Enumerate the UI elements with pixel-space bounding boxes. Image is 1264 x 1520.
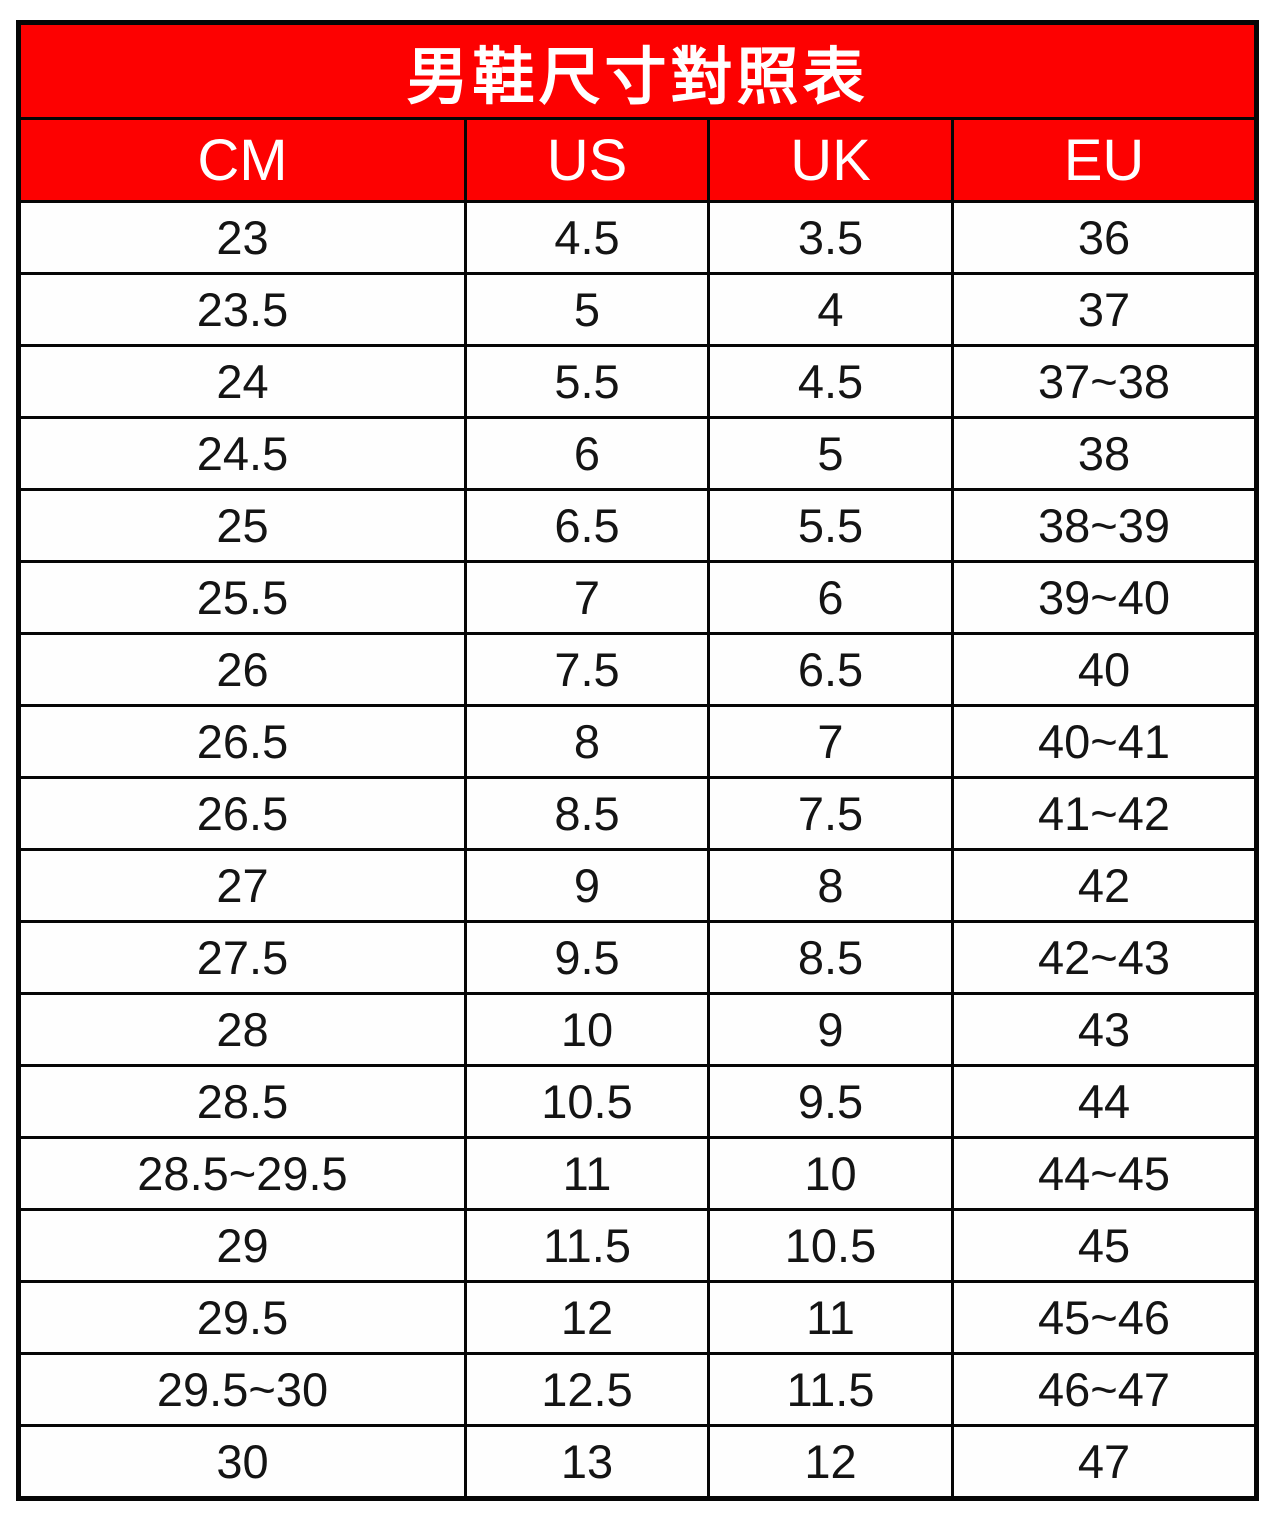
table-row: 25.5 7 6 39~40: [17, 560, 1259, 635]
cell-us: 9.5: [464, 920, 710, 995]
cell-cm: 29.5~30: [17, 1352, 467, 1427]
cell-us: 7: [464, 560, 710, 635]
cell-eu: 45: [950, 1208, 1259, 1283]
cell-us: 4.5: [464, 200, 710, 275]
cell-uk: 12: [707, 1424, 954, 1500]
table-row: 23.5 5 4 37: [17, 272, 1259, 347]
cell-uk: 4: [707, 272, 954, 347]
cell-us: 5: [464, 272, 710, 347]
cell-uk: 8: [707, 848, 954, 923]
cell-uk: 7.5: [707, 776, 954, 851]
cell-uk: 6.5: [707, 632, 954, 707]
cell-eu: 38~39: [950, 488, 1259, 563]
cell-us: 5.5: [464, 344, 710, 419]
table-title: 男鞋尺寸對照表: [16, 21, 1259, 120]
cell-uk: 6: [707, 560, 954, 635]
column-header-us: US: [464, 117, 710, 203]
cell-eu: 40~41: [950, 704, 1259, 779]
cell-uk: 9: [707, 992, 954, 1067]
cell-eu: 39~40: [950, 560, 1259, 635]
column-header-cm: CM: [17, 117, 467, 203]
cell-us: 10: [464, 992, 710, 1067]
table-row: 30 13 12 47: [17, 1424, 1259, 1500]
cell-cm: 24.5: [17, 416, 467, 491]
cell-eu: 37: [950, 272, 1259, 347]
cell-eu: 43: [950, 992, 1259, 1067]
table-row: 29 11.5 10.5 45: [17, 1208, 1259, 1283]
table-row: 29.5~30 12.5 11.5 46~47: [17, 1352, 1259, 1427]
cell-us: 6.5: [464, 488, 710, 563]
table-row: 24.5 6 5 38: [17, 416, 1259, 491]
cell-cm: 28.5: [17, 1064, 467, 1139]
cell-eu: 45~46: [950, 1280, 1259, 1355]
cell-eu: 42~43: [950, 920, 1259, 995]
cell-cm: 24: [17, 344, 467, 419]
cell-cm: 30: [17, 1424, 467, 1500]
cell-uk: 10: [707, 1136, 954, 1211]
cell-us: 10.5: [464, 1064, 710, 1139]
cell-uk: 4.5: [707, 344, 954, 419]
table-row: 27 9 8 42: [17, 848, 1259, 923]
cell-eu: 38: [950, 416, 1259, 491]
cell-us: 12.5: [464, 1352, 710, 1427]
cell-eu: 44~45: [950, 1136, 1259, 1211]
cell-us: 9: [464, 848, 710, 923]
table-row: 25 6.5 5.5 38~39: [17, 488, 1259, 563]
cell-us: 6: [464, 416, 710, 491]
cell-cm: 25: [17, 488, 467, 563]
cell-uk: 3.5: [707, 200, 954, 275]
header-row: CM US UK EU: [17, 117, 1259, 203]
cell-cm: 26.5: [17, 704, 467, 779]
table-row: 29.5 12 11 45~46: [17, 1280, 1259, 1355]
cell-eu: 36: [950, 200, 1259, 275]
cell-cm: 25.5: [17, 560, 467, 635]
cell-eu: 42: [950, 848, 1259, 923]
table-row: 23 4.5 3.5 36: [17, 200, 1259, 275]
table-row: 24 5.5 4.5 37~38: [17, 344, 1259, 419]
cell-us: 8.5: [464, 776, 710, 851]
table-row: 27.5 9.5 8.5 42~43: [17, 920, 1259, 995]
title-row: 男鞋尺寸對照表: [16, 21, 1259, 120]
cell-us: 11: [464, 1136, 710, 1211]
cell-cm: 23: [17, 200, 467, 275]
cell-cm: 27: [17, 848, 467, 923]
table-row: 26.5 8 7 40~41: [17, 704, 1259, 779]
cell-cm: 27.5: [17, 920, 467, 995]
cell-uk: 8.5: [707, 920, 954, 995]
cell-cm: 26: [17, 632, 467, 707]
cell-cm: 29.5: [17, 1280, 467, 1355]
cell-us: 13: [464, 1424, 710, 1500]
cell-us: 8: [464, 704, 710, 779]
cell-eu: 40: [950, 632, 1259, 707]
table-row: 28 10 9 43: [17, 992, 1259, 1067]
cell-cm: 28.5~29.5: [17, 1136, 467, 1211]
shoe-size-table: 男鞋尺寸對照表 CM US UK EU 23 4.5 3.5 36 23.5 5…: [16, 20, 1260, 1501]
cell-uk: 11.5: [707, 1352, 954, 1427]
table-row: 28.5 10.5 9.5 44: [17, 1064, 1259, 1139]
cell-cm: 28: [17, 992, 467, 1067]
cell-uk: 11: [707, 1280, 954, 1355]
cell-uk: 7: [707, 704, 954, 779]
cell-us: 12: [464, 1280, 710, 1355]
cell-eu: 47: [950, 1424, 1259, 1500]
table-row: 26 7.5 6.5 40: [17, 632, 1259, 707]
cell-eu: 46~47: [950, 1352, 1259, 1427]
cell-eu: 44: [950, 1064, 1259, 1139]
cell-uk: 5.5: [707, 488, 954, 563]
cell-uk: 10.5: [707, 1208, 954, 1283]
column-header-uk: UK: [707, 117, 954, 203]
cell-uk: 5: [707, 416, 954, 491]
cell-us: 7.5: [464, 632, 710, 707]
column-header-eu: EU: [950, 117, 1259, 203]
cell-uk: 9.5: [707, 1064, 954, 1139]
cell-cm: 23.5: [17, 272, 467, 347]
cell-cm: 29: [17, 1208, 467, 1283]
table-row: 26.5 8.5 7.5 41~42: [17, 776, 1259, 851]
cell-eu: 41~42: [950, 776, 1259, 851]
table-row: 28.5~29.5 11 10 44~45: [17, 1136, 1259, 1211]
cell-us: 11.5: [464, 1208, 710, 1283]
cell-eu: 37~38: [950, 344, 1259, 419]
cell-cm: 26.5: [17, 776, 467, 851]
